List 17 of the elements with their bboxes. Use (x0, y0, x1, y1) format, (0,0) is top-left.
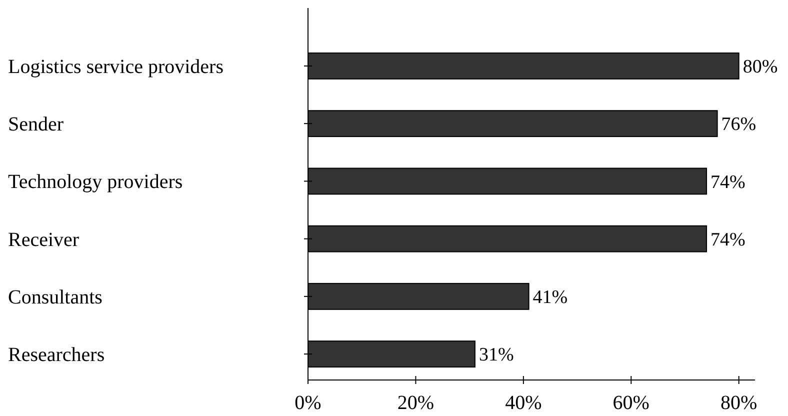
y-tick-label: Technology providers (8, 171, 183, 194)
y-tick-label: Researchers (8, 344, 105, 366)
y-tick-label: Sender (8, 114, 64, 136)
y-tick-label: Receiver (8, 228, 80, 251)
data-label: 76% (721, 114, 756, 136)
x-tick-label: 20% (397, 392, 434, 414)
data-label: 41% (532, 287, 568, 308)
y-tick-label: Logistics service providers (8, 56, 224, 78)
x-tick-label: 60% (612, 392, 650, 414)
x-tick-label: 40% (505, 392, 542, 414)
data-label: 74% (710, 229, 746, 250)
x-tick-label: 0% (294, 392, 322, 414)
x-tick-label: 80% (720, 392, 758, 414)
y-tick-label: Consultants (8, 286, 103, 308)
data-label: 80% (742, 56, 778, 78)
data-label: 74% (710, 172, 746, 193)
data-label: 31% (478, 344, 514, 366)
